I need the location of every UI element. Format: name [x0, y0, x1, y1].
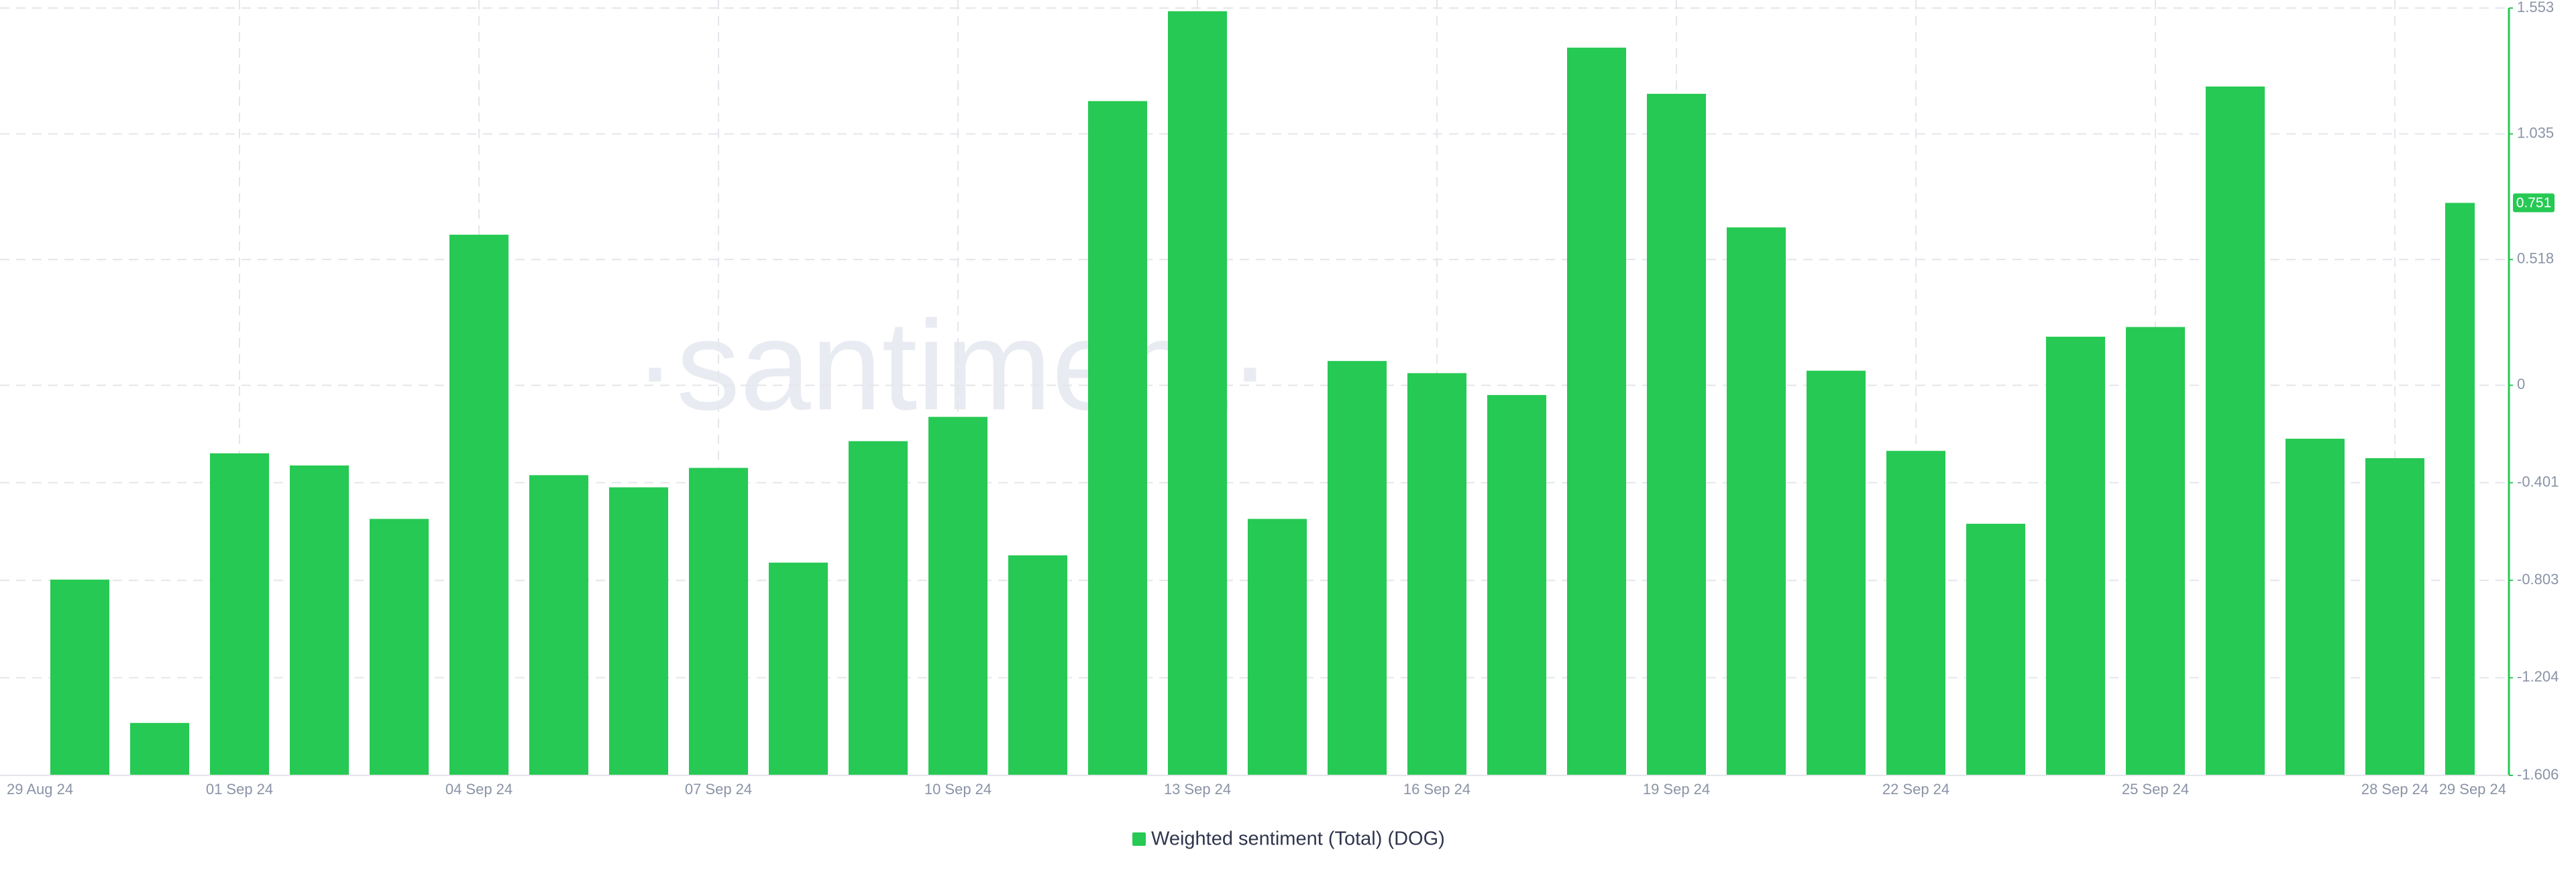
bar — [2045, 336, 2106, 775]
x-tick-label: 29 Aug 24 — [7, 781, 73, 798]
bar — [1886, 451, 1946, 775]
bar — [768, 562, 828, 775]
bar — [449, 234, 509, 775]
y-tick-label: -0.803 — [2517, 571, 2559, 588]
y-tick-label: 1.553 — [2517, 0, 2554, 15]
legend-swatch — [1132, 832, 1146, 846]
x-tick-label: 28 Sep 24 — [2361, 781, 2428, 798]
y-tick-label: 0 — [2517, 376, 2525, 392]
bar — [1247, 519, 1307, 775]
bar — [289, 465, 350, 775]
bar — [2125, 327, 2186, 775]
value-badge — [2513, 193, 2555, 213]
y-tick-label: -1.606 — [2517, 766, 2559, 783]
x-tick-label: 13 Sep 24 — [1164, 781, 1231, 798]
x-tick-label: 07 Sep 24 — [685, 781, 752, 798]
bar — [369, 519, 429, 775]
bar — [1407, 373, 1467, 775]
bar — [1726, 227, 1786, 776]
bar — [2445, 203, 2475, 775]
bar — [2285, 439, 2345, 775]
bar — [129, 722, 190, 775]
x-tick-label: 22 Sep 24 — [1882, 781, 1949, 798]
bar — [1646, 93, 1707, 775]
x-tick-label: 10 Sep 24 — [924, 781, 991, 798]
bar — [608, 487, 669, 775]
bar — [1327, 361, 1387, 775]
bar — [1008, 555, 1068, 775]
bar — [848, 441, 908, 775]
x-tick-label: 19 Sep 24 — [1643, 781, 1710, 798]
bar — [50, 580, 110, 775]
legend-label: Weighted sentiment (Total) (DOG) — [1151, 828, 1445, 850]
bar — [529, 475, 589, 775]
bar — [1966, 523, 2026, 775]
bar — [928, 417, 988, 775]
bar — [1806, 370, 1866, 775]
bar — [1087, 101, 1148, 775]
y-tick-label: -0.401 — [2517, 473, 2559, 490]
value-label: 0.751 — [2516, 195, 2552, 211]
x-tick-label: 16 Sep 24 — [1403, 781, 1470, 798]
bar — [688, 468, 749, 775]
y-tick-label: -1.204 — [2517, 668, 2559, 685]
bar — [1487, 394, 1547, 775]
x-tick-label: 01 Sep 24 — [206, 781, 273, 798]
plot-area — [50, 11, 2475, 776]
bar — [1566, 48, 1627, 775]
bar — [209, 453, 270, 775]
y-tick-label: 1.035 — [2517, 124, 2554, 141]
x-tick-label: 25 Sep 24 — [2122, 781, 2189, 798]
x-tick-label: 04 Sep 24 — [445, 781, 513, 798]
bar — [2365, 458, 2425, 775]
bar — [2205, 86, 2265, 775]
y-tick-label: 0.518 — [2517, 250, 2554, 267]
x-tick-label: 29 Sep 24 — [2439, 781, 2506, 798]
watermark: ·santiment· — [634, 294, 1271, 437]
bar — [1167, 11, 1228, 776]
